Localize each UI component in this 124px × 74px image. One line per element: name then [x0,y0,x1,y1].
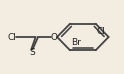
Text: Br: Br [71,38,81,47]
Text: S: S [29,48,35,57]
Text: Cl: Cl [7,32,16,42]
Text: Cl: Cl [97,27,106,36]
Text: O: O [51,32,58,42]
